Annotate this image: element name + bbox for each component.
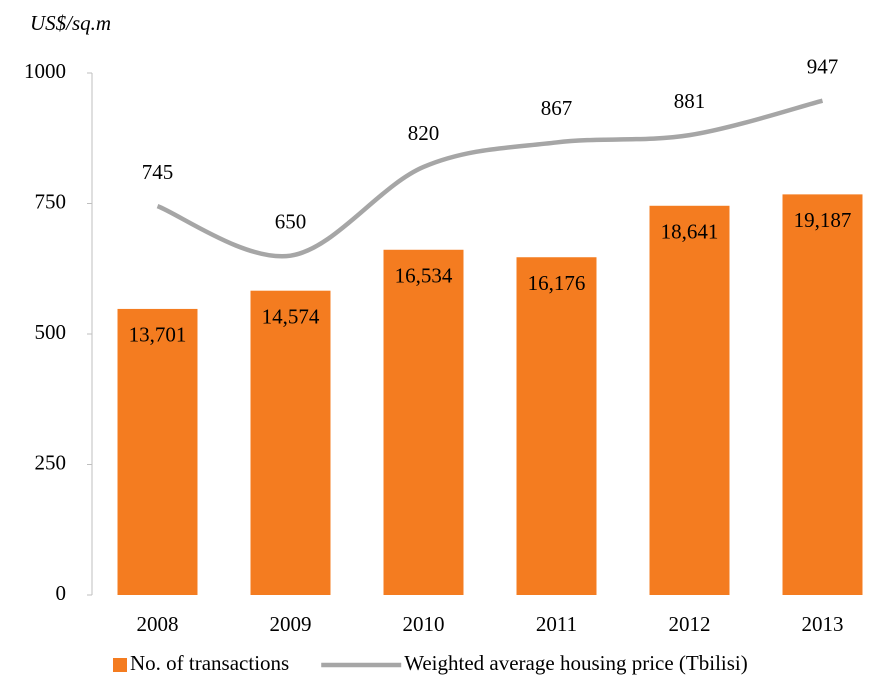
x-tick-label: 2011 bbox=[536, 612, 577, 636]
line-value-label: 745 bbox=[142, 160, 174, 184]
x-tick-label: 2010 bbox=[403, 612, 445, 636]
x-tick-label: 2009 bbox=[270, 612, 312, 636]
bar bbox=[516, 257, 597, 595]
bar-value-label: 14,574 bbox=[262, 305, 320, 329]
bar-value-label: 16,176 bbox=[528, 271, 586, 295]
x-tick-label: 2008 bbox=[137, 612, 179, 636]
y-tick-label: 1000 bbox=[24, 59, 66, 83]
bar-value-label: 13,701 bbox=[129, 323, 187, 347]
bar bbox=[383, 249, 464, 595]
legend-label: No. of transactions bbox=[130, 651, 289, 675]
y-axis-label: US$/sq.m bbox=[30, 11, 111, 35]
y-tick-label: 500 bbox=[35, 320, 67, 344]
legend-label: Weighted average housing price (Tbilisi) bbox=[404, 651, 748, 675]
bar-value-label: 19,187 bbox=[794, 208, 852, 232]
line-value-label: 947 bbox=[807, 54, 839, 78]
line-value-label: 650 bbox=[275, 210, 307, 234]
y-tick-label: 0 bbox=[56, 581, 67, 605]
bar-value-label: 16,534 bbox=[395, 264, 453, 288]
bar bbox=[782, 194, 863, 596]
bar bbox=[117, 308, 198, 595]
bar-value-label: 18,641 bbox=[661, 220, 719, 244]
bar bbox=[649, 205, 730, 595]
line bbox=[156, 98, 824, 259]
x-tick-label: 2013 bbox=[802, 612, 844, 636]
line-value-label: 820 bbox=[408, 121, 440, 145]
line-value-label: 881 bbox=[674, 89, 706, 113]
x-tick-label: 2012 bbox=[669, 612, 711, 636]
line-value-label: 867 bbox=[541, 96, 573, 120]
bar bbox=[250, 290, 331, 595]
legend-swatch bbox=[113, 658, 127, 672]
y-tick-label: 750 bbox=[35, 189, 67, 213]
y-tick-label: 250 bbox=[35, 450, 67, 474]
